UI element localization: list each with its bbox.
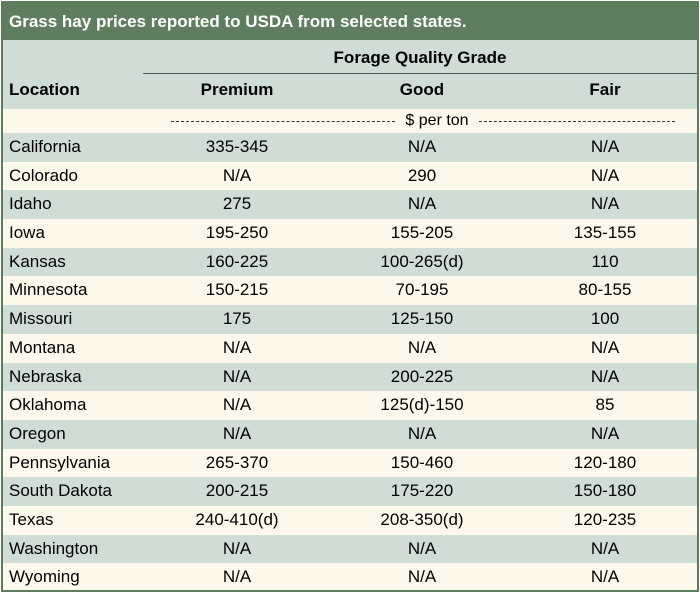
unit-label: $ per ton [405, 112, 469, 129]
premium-price-cell: 265-370 [205, 452, 269, 472]
good-price-cell: 208-350(d) [380, 509, 464, 529]
premium-price-cell: N/A [222, 395, 252, 415]
good-price-cell: 125(d)-150 [380, 395, 464, 415]
location-cell: Colorado [9, 165, 78, 185]
group-header: Forage Quality Grade [333, 48, 507, 67]
fair-price-cell: N/A [590, 137, 620, 156]
good-price-cell: 100-265(d) [380, 251, 464, 271]
premium-price-cell: N/A [222, 538, 252, 558]
premium-price-cell: N/A [222, 366, 252, 386]
fair-price-cell: N/A [590, 337, 620, 357]
premium-price-cell: N/A [222, 337, 252, 357]
premium-price-cell: 150-215 [205, 280, 269, 300]
table-row: Kansas 160-225 100-265(d) 110 [3, 247, 697, 277]
premium-price-cell: N/A [222, 567, 252, 587]
good-price-cell: 70-195 [395, 280, 449, 300]
location-cell: Washington [9, 538, 99, 558]
good-price-cell: 175-220 [390, 481, 454, 501]
column-header-location: Location [9, 80, 80, 99]
good-price-cell: 150-460 [390, 452, 454, 472]
good-price-cell: N/A [407, 137, 437, 156]
fair-price-cell: 120-180 [573, 452, 637, 472]
good-price-cell: N/A [407, 567, 437, 587]
location-cell: Wyoming [9, 567, 80, 587]
fair-price-cell: N/A [590, 194, 620, 214]
fair-price-cell: N/A [590, 366, 620, 386]
table-row: Idaho 275 N/A N/A [3, 190, 697, 220]
good-price-cell: N/A [407, 337, 437, 357]
fair-price-cell: 85 [595, 395, 615, 415]
fair-price-cell: 100 [590, 309, 620, 329]
fair-price-cell: N/A [590, 538, 620, 558]
location-cell: Minnesota [9, 280, 88, 300]
table-row: Iowa 195-250 155-205 135-155 [3, 219, 697, 248]
table-row: South Dakota 200-215 175-220 150-180 [3, 477, 697, 506]
good-price-cell: 155-205 [390, 223, 454, 243]
table-row: Washington N/A N/A N/A [3, 534, 697, 564]
column-header-fair: Fair [589, 80, 621, 99]
good-price-cell: 200-225 [390, 366, 454, 386]
fair-price-cell: 110 [591, 251, 619, 271]
table-row: Colorado N/A 290 N/A [3, 161, 697, 191]
table-row: Pennsylvania 265-370 150-460 120-180 [3, 448, 697, 478]
table-row: Minnesota 150-215 70-195 80-155 [3, 276, 697, 306]
premium-price-cell: 275 [222, 194, 252, 214]
fair-price-cell: 120-235 [573, 509, 637, 529]
good-price-cell: N/A [407, 194, 437, 214]
unit-row: $ per ton [3, 109, 697, 133]
premium-price-cell: 195-250 [205, 223, 269, 243]
location-cell: Missouri [9, 309, 73, 329]
group-header-rule [143, 73, 697, 74]
good-price-cell: 290 [407, 165, 437, 185]
fair-price-cell: N/A [590, 423, 620, 443]
column-header-good: Good [399, 80, 445, 99]
table-header: Forage Quality Grade Location Premium Go… [3, 40, 697, 109]
location-cell: South Dakota [9, 481, 113, 501]
premium-price-cell: N/A [222, 423, 252, 443]
premium-price-cell: N/A [222, 165, 252, 185]
table-row: Montana N/A N/A N/A [3, 333, 697, 363]
good-price-cell: 125-150 [390, 309, 454, 329]
unit-dashes-right [479, 121, 675, 122]
premium-price-cell: 335-345 [205, 137, 269, 156]
fair-price-cell: N/A [590, 567, 620, 587]
fair-price-cell: 80-155 [578, 280, 632, 300]
table-row: Texas 240-410(d) 208-350(d) 120-235 [3, 505, 697, 535]
good-price-cell: N/A [407, 423, 437, 443]
premium-price-cell: 175 [222, 309, 252, 329]
table-row: Wyoming N/A N/A N/A [3, 563, 697, 590]
table-row: California 335-345 N/A N/A [3, 133, 697, 162]
location-cell: Idaho [9, 194, 52, 214]
location-cell: Pennsylvania [9, 452, 111, 472]
fair-price-cell: 150-180 [573, 481, 637, 501]
table-title: Grass hay prices reported to USDA from s… [3, 3, 697, 40]
location-cell: Oregon [9, 423, 66, 443]
location-cell: California [9, 137, 81, 156]
premium-price-cell: 160-225 [205, 251, 269, 271]
location-cell: Nebraska [9, 366, 82, 386]
location-cell: Montana [9, 337, 76, 357]
premium-price-cell: 200-215 [205, 481, 269, 501]
table-row: Missouri 175 125-150 100 [3, 305, 697, 334]
location-cell: Texas [9, 509, 54, 529]
premium-price-cell: 240-410(d) [195, 509, 279, 529]
table-body: California 335-345 N/A N/A Colorado N/A 290 N/A… [3, 133, 697, 590]
unit-dashes-left [171, 121, 395, 122]
column-header-premium: Premium [200, 80, 274, 99]
table-row: Oklahoma N/A 125(d)-150 85 [3, 391, 697, 420]
fair-price-cell: N/A [590, 165, 620, 185]
table-row: Oregon N/A N/A N/A [3, 419, 697, 449]
good-price-cell: N/A [407, 538, 437, 558]
location-cell: Kansas [9, 251, 66, 271]
location-cell: Iowa [9, 223, 45, 243]
location-cell: Oklahoma [9, 395, 87, 415]
table-row: Nebraska N/A 200-225 N/A [3, 362, 697, 392]
fair-price-cell: 135-155 [573, 223, 637, 243]
